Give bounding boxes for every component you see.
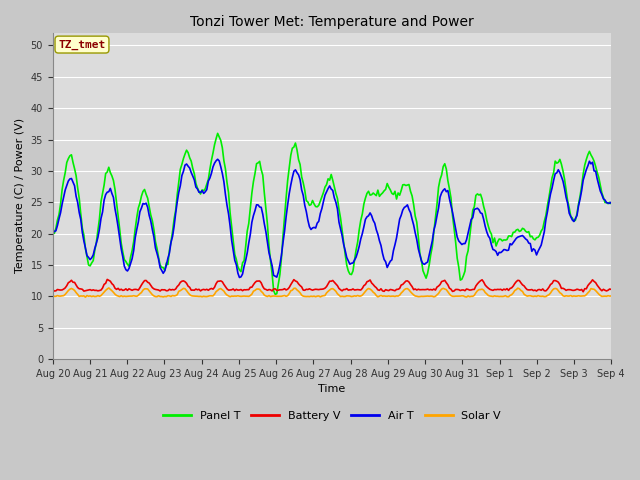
Air T (236, 275, 243, 280)
Air T (607, 199, 615, 205)
Air T (237, 274, 245, 280)
Solar V (49, 293, 56, 299)
Panel T (214, 131, 221, 136)
Solar V (246, 293, 254, 299)
Solar V (296, 290, 304, 296)
Line: Air T: Air T (52, 159, 611, 277)
Legend: Panel T, Battery V, Air T, Solar V: Panel T, Battery V, Air T, Solar V (159, 407, 506, 426)
Air T (217, 164, 225, 169)
Battery V (119, 288, 127, 293)
Air T (117, 246, 125, 252)
Battery V (579, 289, 587, 295)
Panel T (245, 220, 253, 226)
Line: Solar V: Solar V (52, 288, 611, 297)
Battery V (217, 278, 225, 284)
Solar V (607, 293, 615, 299)
Battery V (607, 287, 615, 292)
Air T (246, 231, 254, 237)
Battery V (104, 276, 111, 282)
Panel T (607, 201, 615, 206)
Panel T (296, 162, 304, 168)
Air T (49, 230, 56, 236)
Solar V (237, 293, 245, 299)
Battery V (236, 287, 243, 293)
Panel T (579, 171, 587, 177)
Air T (214, 156, 221, 162)
X-axis label: Time: Time (318, 384, 346, 394)
Solar V (218, 287, 226, 293)
Y-axis label: Temperature (C) / Power (V): Temperature (C) / Power (V) (15, 119, 25, 274)
Solar V (105, 285, 113, 291)
Solar V (579, 293, 587, 299)
Battery V (245, 287, 253, 293)
Solar V (120, 293, 128, 299)
Panel T (117, 240, 125, 246)
Air T (579, 177, 587, 183)
Panel T (236, 267, 243, 273)
Line: Battery V: Battery V (52, 279, 611, 292)
Battery V (578, 287, 586, 292)
Battery V (49, 287, 56, 293)
Line: Panel T: Panel T (52, 133, 611, 294)
Title: Tonzi Tower Met: Temperature and Power: Tonzi Tower Met: Temperature and Power (190, 15, 474, 29)
Panel T (271, 291, 279, 297)
Battery V (294, 281, 302, 287)
Panel T (217, 138, 225, 144)
Solar V (82, 294, 90, 300)
Air T (296, 177, 304, 182)
Panel T (49, 230, 56, 236)
Text: TZ_tmet: TZ_tmet (58, 39, 106, 50)
